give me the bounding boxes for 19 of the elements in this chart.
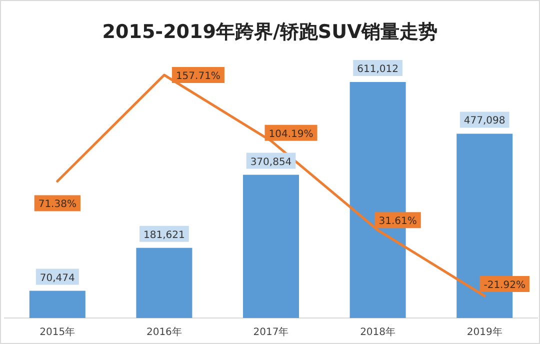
data-label: 70,474 <box>40 272 75 284</box>
data-label: 181,621 <box>144 230 185 241</box>
data-label: 71.38% <box>38 199 76 210</box>
data-label: 31.61% <box>378 216 417 228</box>
x-tick-label: 2016年 <box>146 326 182 338</box>
x-tick-label: 2015年 <box>40 326 76 338</box>
data-label: 370,854 <box>250 156 292 168</box>
data-label: 104.19% <box>268 128 314 140</box>
data-label: 157.71% <box>176 71 220 82</box>
bar <box>29 290 86 318</box>
x-tick-label: 2018年 <box>360 326 396 338</box>
bar <box>136 248 192 318</box>
data-label: 477,098 <box>464 116 506 127</box>
x-tick-label: 2017年 <box>253 326 289 338</box>
data-label: 611,012 <box>357 64 398 75</box>
chart-title: 2015-2019年跨界/轿跑SUV销量走势 <box>102 21 438 43</box>
x-tick-label: 2019年 <box>466 326 502 338</box>
data-label: -21.92% <box>484 280 526 291</box>
bar <box>243 174 299 318</box>
